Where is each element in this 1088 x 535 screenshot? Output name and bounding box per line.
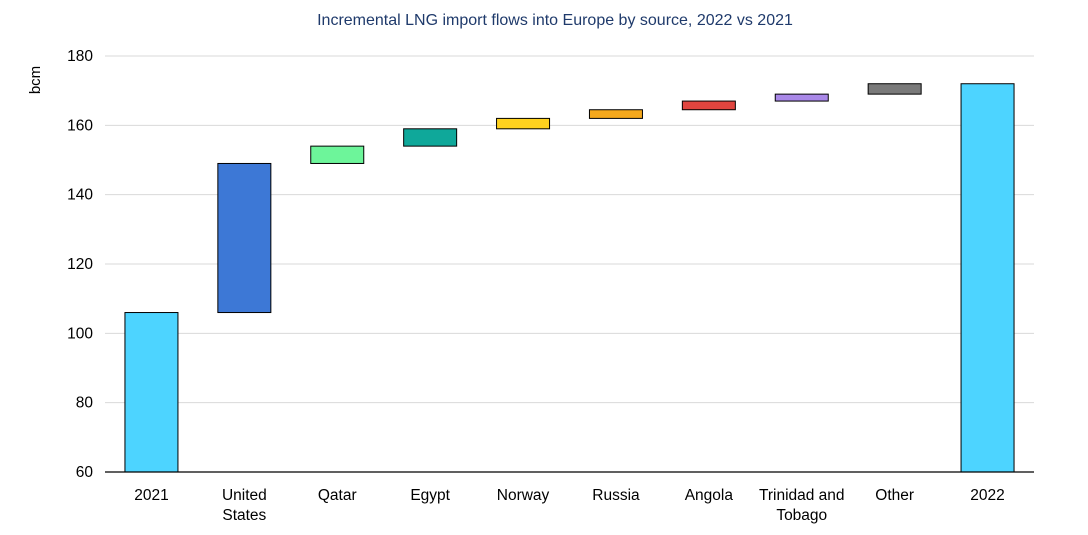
increment-bar (588, 109, 643, 119)
x-tick-label: Trinidad and Tobago (759, 487, 845, 524)
x-tick-label: Qatar (318, 487, 357, 504)
total-bar (124, 312, 179, 473)
y-tick-label: 140 (67, 187, 93, 204)
x-tick-labels: 2021 United States Qatar Egypt Norway Russia An… (134, 487, 1005, 524)
increment-bar (403, 128, 458, 147)
y-tick-label: 120 (67, 256, 93, 273)
chart-title: Incremental LNG import flows into Europe… (317, 12, 793, 29)
increment-bar (867, 83, 922, 95)
bars (124, 83, 1015, 473)
x-tick-label: Angola (685, 487, 734, 504)
y-tick-label: 100 (67, 325, 93, 342)
x-tick-label: 2022 (970, 487, 1004, 504)
increment-bar (681, 100, 736, 111)
increment-bar (774, 93, 829, 102)
y-axis-label: bcm (27, 66, 44, 94)
x-tick-label: Other (875, 487, 914, 504)
x-tick-label: Russia (592, 487, 640, 504)
increment-bar (496, 117, 551, 130)
y-tick-label: 80 (76, 395, 94, 412)
total-bar (960, 83, 1015, 473)
x-tick-label: United States (222, 487, 267, 524)
x-tick-label: 2021 (134, 487, 168, 504)
y-tick-labels: 60 80 100 120 140 160 180 (67, 48, 93, 481)
y-tick-label: 60 (76, 464, 94, 481)
x-tick-label: Norway (497, 487, 550, 504)
increment-bar (310, 145, 365, 164)
y-tick-label: 160 (67, 117, 93, 134)
increment-bar (217, 162, 272, 314)
x-tick-label: Egypt (410, 487, 450, 504)
y-tick-label: 180 (67, 48, 93, 65)
